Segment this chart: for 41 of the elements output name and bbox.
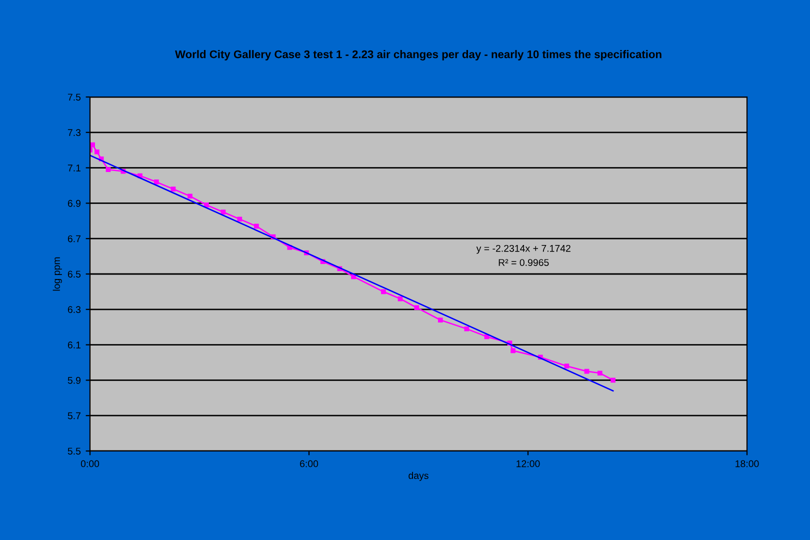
y-axis-title: log ppm <box>52 257 62 291</box>
y-tick-label: 5.7 <box>68 412 80 420</box>
y-tick-label: 6.9 <box>68 200 81 207</box>
annotation: R² = 0.9965 <box>498 259 549 266</box>
point <box>188 194 192 199</box>
point <box>414 305 420 310</box>
point <box>564 364 570 368</box>
point <box>510 348 516 354</box>
y-tick-label: 7.3 <box>68 129 81 136</box>
x-tick-label: 18:00 <box>736 460 759 468</box>
y-tick-label: 6.7 <box>68 235 80 242</box>
point <box>220 210 226 214</box>
point <box>438 318 443 322</box>
point <box>464 326 470 332</box>
point <box>584 368 590 374</box>
y-tick-label: 5.5 <box>68 448 81 455</box>
point <box>351 274 356 280</box>
point <box>254 224 259 229</box>
x-tick-label: 0:00 <box>80 460 100 468</box>
annotation: y = -2.2314x + 7.1742 <box>476 244 570 254</box>
x-tick-label: 6:00 <box>300 460 318 468</box>
point <box>94 149 100 154</box>
point <box>237 216 242 222</box>
y-tick-label: 6.1 <box>68 342 80 348</box>
point <box>597 370 602 376</box>
point <box>90 142 95 148</box>
y-tick-label: 7.1 <box>68 164 80 172</box>
x-axis-title: days <box>408 472 428 481</box>
point <box>398 296 403 302</box>
y-tick-label: 6.3 <box>68 306 81 314</box>
point <box>204 202 209 208</box>
y-tick-label: 7.5 <box>68 94 81 101</box>
point <box>170 186 176 192</box>
x-tick-label: 12:00 <box>516 460 540 468</box>
point <box>154 180 159 184</box>
y-tick-label: 5.9 <box>68 376 81 384</box>
chart-title: World City Gallery Case 3 test 1 - 2.23 air changes per day - nearly 10 times the specification <box>175 50 662 60</box>
point <box>610 378 616 383</box>
y-tick-label: 6.5 <box>68 270 81 278</box>
point <box>106 167 111 172</box>
point <box>381 289 386 294</box>
